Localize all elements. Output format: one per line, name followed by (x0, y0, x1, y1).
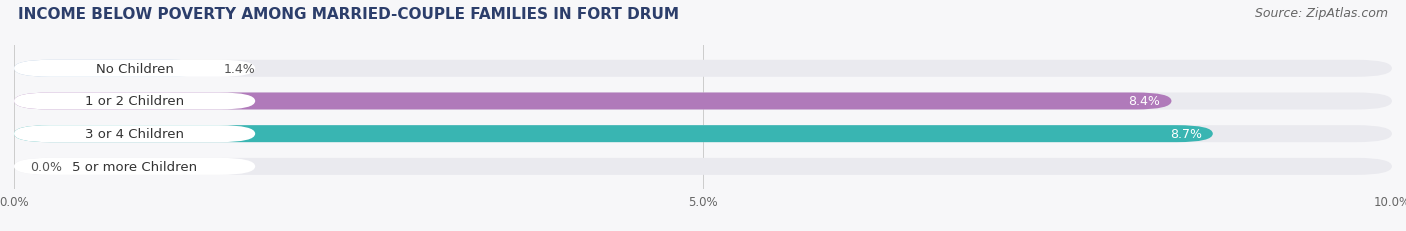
FancyBboxPatch shape (14, 158, 1392, 175)
Text: 0.0%: 0.0% (31, 160, 63, 173)
FancyBboxPatch shape (14, 61, 256, 77)
Text: Source: ZipAtlas.com: Source: ZipAtlas.com (1254, 7, 1388, 20)
FancyBboxPatch shape (14, 126, 256, 143)
FancyBboxPatch shape (14, 93, 1171, 110)
FancyBboxPatch shape (14, 126, 1392, 143)
Text: 8.4%: 8.4% (1129, 95, 1160, 108)
FancyBboxPatch shape (14, 126, 1213, 143)
Text: No Children: No Children (96, 63, 173, 76)
Text: 1 or 2 Children: 1 or 2 Children (84, 95, 184, 108)
FancyBboxPatch shape (14, 93, 1392, 110)
FancyBboxPatch shape (14, 61, 1392, 77)
Text: INCOME BELOW POVERTY AMONG MARRIED-COUPLE FAMILIES IN FORT DRUM: INCOME BELOW POVERTY AMONG MARRIED-COUPL… (18, 7, 679, 22)
Text: 1.4%: 1.4% (224, 63, 256, 76)
Text: 5 or more Children: 5 or more Children (72, 160, 197, 173)
Text: 3 or 4 Children: 3 or 4 Children (86, 128, 184, 140)
Text: 8.7%: 8.7% (1170, 128, 1202, 140)
FancyBboxPatch shape (14, 61, 207, 77)
FancyBboxPatch shape (14, 93, 256, 110)
FancyBboxPatch shape (14, 158, 256, 175)
